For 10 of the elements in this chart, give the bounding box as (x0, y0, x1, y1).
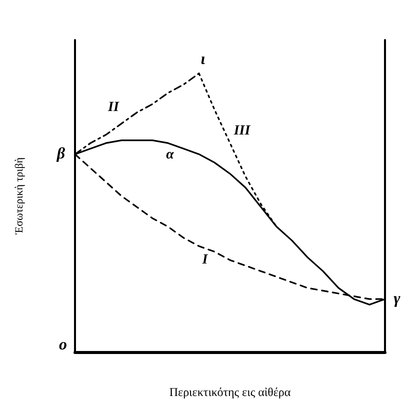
x-axis-title: Περιεκτικότης εις αἰθέρα (169, 385, 292, 399)
series-label: II (107, 100, 120, 116)
text: γ (394, 290, 401, 308)
text: ι (200, 50, 206, 68)
series-label: I (201, 252, 208, 268)
text: β (56, 146, 66, 163)
series-label: α (166, 148, 174, 163)
text: o (59, 336, 67, 354)
y-axis-title: Ἐσωτερικὴ τριβὴ (14, 157, 26, 235)
series-label: III (232, 124, 251, 139)
